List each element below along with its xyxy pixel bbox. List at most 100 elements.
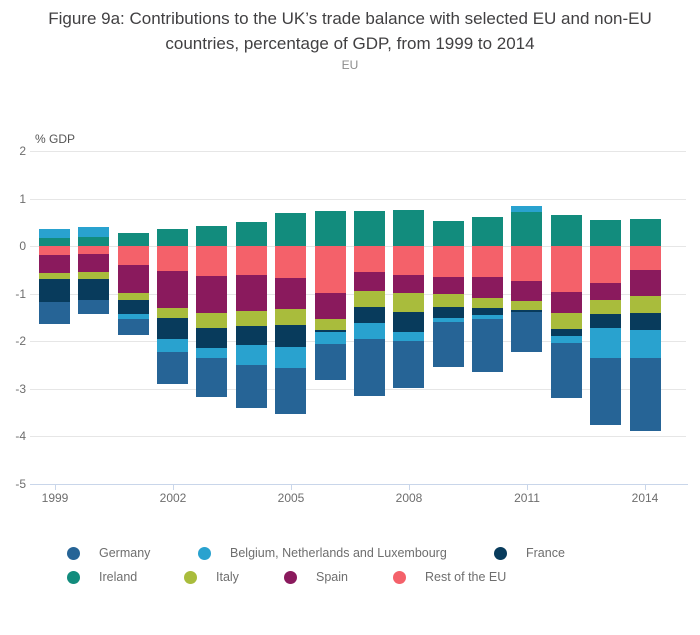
bar-segment[interactable] xyxy=(590,283,621,300)
bar-segment[interactable] xyxy=(551,246,582,292)
bar-segment[interactable] xyxy=(118,314,149,319)
legend-item[interactable]: Italy xyxy=(184,569,239,585)
legend-item[interactable]: Ireland xyxy=(67,569,137,585)
bar-segment[interactable] xyxy=(196,328,227,348)
bar-segment[interactable] xyxy=(78,300,109,314)
bar-segment[interactable] xyxy=(630,313,661,330)
bar-segment[interactable] xyxy=(472,277,503,298)
bar-segment[interactable] xyxy=(354,211,385,246)
bar-segment[interactable] xyxy=(118,233,149,246)
bar-segment[interactable] xyxy=(157,339,188,352)
bar-segment[interactable] xyxy=(551,336,582,343)
bar-segment[interactable] xyxy=(157,352,188,384)
bar-segment[interactable] xyxy=(472,298,503,308)
bar-segment[interactable] xyxy=(78,246,109,254)
bar-segment[interactable] xyxy=(315,319,346,330)
bar-segment[interactable] xyxy=(78,272,109,279)
bar-segment[interactable] xyxy=(354,272,385,291)
bar-segment[interactable] xyxy=(472,217,503,246)
bar-segment[interactable] xyxy=(511,281,542,301)
bar-segment[interactable] xyxy=(433,221,464,246)
bar-segment[interactable] xyxy=(78,279,109,300)
bar-segment[interactable] xyxy=(236,311,267,326)
bar-segment[interactable] xyxy=(196,226,227,246)
legend-item[interactable]: Germany xyxy=(67,545,150,561)
bar-segment[interactable] xyxy=(354,246,385,272)
bar-segment[interactable] xyxy=(118,265,149,293)
bar-segment[interactable] xyxy=(315,211,346,246)
bar-segment[interactable] xyxy=(630,296,661,313)
bar-segment[interactable] xyxy=(118,300,149,314)
bar-segment[interactable] xyxy=(551,329,582,336)
bar-segment[interactable] xyxy=(275,213,306,246)
legend-item[interactable]: France xyxy=(494,545,565,561)
bar-segment[interactable] xyxy=(39,246,70,255)
bar-segment[interactable] xyxy=(196,276,227,313)
bar-segment[interactable] xyxy=(39,302,70,324)
bar-segment[interactable] xyxy=(196,348,227,358)
bar-segment[interactable] xyxy=(551,313,582,329)
bar-segment[interactable] xyxy=(551,343,582,398)
bar-segment[interactable] xyxy=(590,358,621,425)
bar-segment[interactable] xyxy=(551,292,582,313)
bar-segment[interactable] xyxy=(315,246,346,293)
bar-segment[interactable] xyxy=(472,315,503,319)
bar-segment[interactable] xyxy=(236,326,267,345)
bar-segment[interactable] xyxy=(590,246,621,283)
bar-segment[interactable] xyxy=(511,246,542,281)
bar-segment[interactable] xyxy=(78,237,109,246)
bar-segment[interactable] xyxy=(354,339,385,396)
bar-segment[interactable] xyxy=(157,229,188,246)
bar-segment[interactable] xyxy=(315,344,346,380)
bar-segment[interactable] xyxy=(236,222,267,246)
bar-segment[interactable] xyxy=(39,229,70,238)
legend-item[interactable]: Spain xyxy=(284,569,348,585)
bar-segment[interactable] xyxy=(354,307,385,323)
bar-segment[interactable] xyxy=(315,293,346,319)
bar-segment[interactable] xyxy=(433,277,464,294)
bar-segment[interactable] xyxy=(433,318,464,322)
bar-segment[interactable] xyxy=(236,365,267,408)
bar-segment[interactable] xyxy=(511,301,542,310)
bar-segment[interactable] xyxy=(196,246,227,276)
bar-segment[interactable] xyxy=(433,294,464,307)
bar-segment[interactable] xyxy=(590,300,621,314)
bar-segment[interactable] xyxy=(39,279,70,302)
bar-segment[interactable] xyxy=(590,314,621,328)
bar-segment[interactable] xyxy=(196,313,227,328)
bar-segment[interactable] xyxy=(118,246,149,265)
bar-segment[interactable] xyxy=(630,270,661,296)
bar-segment[interactable] xyxy=(590,220,621,246)
bar-segment[interactable] xyxy=(511,310,542,312)
bar-segment[interactable] xyxy=(551,215,582,246)
bar-segment[interactable] xyxy=(472,246,503,277)
bar-segment[interactable] xyxy=(354,323,385,339)
bar-segment[interactable] xyxy=(275,368,306,414)
bar-segment[interactable] xyxy=(511,312,542,352)
bar-segment[interactable] xyxy=(39,238,70,246)
bar-segment[interactable] xyxy=(393,275,424,293)
legend-item[interactable]: Belgium, Netherlands and Luxembourg xyxy=(198,545,447,561)
bar-segment[interactable] xyxy=(472,319,503,372)
bar-segment[interactable] xyxy=(354,291,385,307)
bar-segment[interactable] xyxy=(275,246,306,278)
bar-segment[interactable] xyxy=(630,246,661,270)
bar-segment[interactable] xyxy=(275,325,306,347)
bar-segment[interactable] xyxy=(511,206,542,212)
bar-segment[interactable] xyxy=(39,255,70,273)
legend-item[interactable]: Rest of the EU xyxy=(393,569,506,585)
bar-segment[interactable] xyxy=(393,341,424,388)
bar-segment[interactable] xyxy=(118,293,149,300)
bar-segment[interactable] xyxy=(78,254,109,272)
bar-segment[interactable] xyxy=(157,308,188,318)
bar-segment[interactable] xyxy=(275,278,306,309)
bar-segment[interactable] xyxy=(511,212,542,246)
bar-segment[interactable] xyxy=(590,328,621,358)
bar-segment[interactable] xyxy=(393,312,424,332)
bar-segment[interactable] xyxy=(630,330,661,358)
bar-segment[interactable] xyxy=(472,308,503,315)
bar-segment[interactable] xyxy=(393,293,424,312)
bar-segment[interactable] xyxy=(157,246,188,271)
bar-segment[interactable] xyxy=(157,318,188,339)
bar-segment[interactable] xyxy=(433,307,464,318)
